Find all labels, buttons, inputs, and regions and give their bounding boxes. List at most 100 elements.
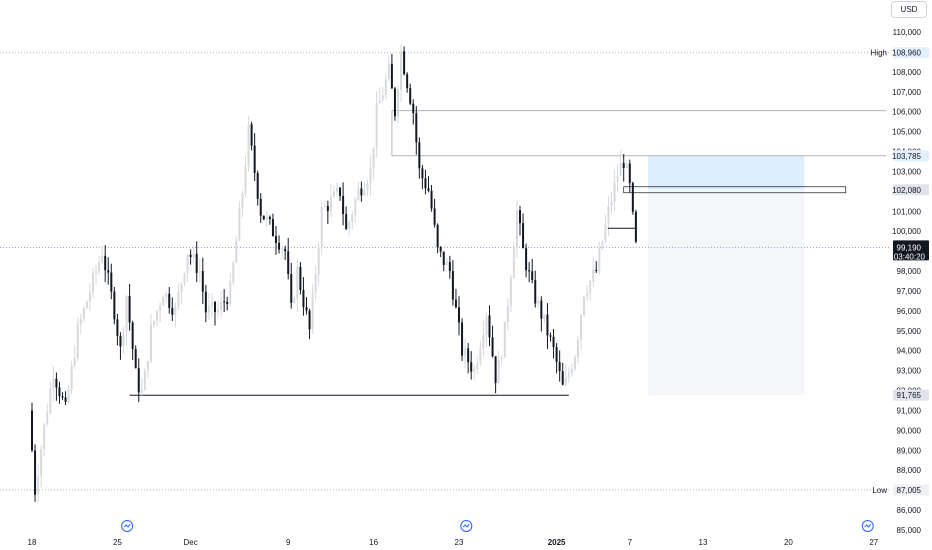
candle-body [156, 311, 159, 321]
candle-body [393, 88, 396, 117]
candle-body [214, 302, 216, 312]
candle-body [369, 168, 372, 184]
candle-body [183, 273, 186, 284]
candle-body [531, 271, 534, 281]
target-price-tag-bg [893, 150, 929, 162]
candle-body [339, 187, 342, 196]
candle-body [360, 188, 363, 196]
stop-price-tag: 91,765 [897, 391, 922, 400]
candle-body [52, 378, 55, 389]
candle-body [55, 378, 58, 388]
candle-body [119, 335, 122, 347]
candle-body [287, 251, 290, 275]
candle-body [363, 190, 366, 196]
candle-body [409, 88, 412, 104]
candle-body [558, 362, 561, 372]
candle-body [40, 449, 43, 477]
candle-body [76, 323, 79, 359]
y-tick-label: 103,000 [892, 167, 921, 176]
candle-body [293, 298, 296, 303]
candle-body [34, 450, 37, 495]
candle-body [540, 300, 543, 319]
candle-body [336, 187, 338, 192]
candle-body [104, 255, 107, 271]
candle-body [85, 301, 88, 309]
candle-body [491, 337, 494, 357]
candle-body [192, 253, 195, 258]
event-icon-glyph [123, 523, 131, 528]
candle-body [430, 190, 433, 209]
candle-body [418, 142, 421, 169]
candle-body [479, 348, 482, 364]
candle-body [604, 223, 607, 242]
candle-body [284, 248, 287, 252]
candle-body [351, 214, 354, 222]
x-tick-label: 16 [369, 538, 378, 547]
candle-body [265, 216, 268, 220]
candle-body [381, 95, 384, 101]
high-label: High [871, 49, 887, 58]
last-price-tag-bg [893, 240, 929, 261]
candle-body [58, 387, 61, 397]
candle-body [354, 200, 357, 215]
x-tick-label: Dec [183, 538, 197, 547]
candle-body [427, 188, 430, 191]
candle-body [439, 247, 442, 252]
candle-body [488, 315, 491, 338]
candle-body [329, 196, 332, 212]
candle-body [345, 214, 348, 230]
candle-body [528, 270, 531, 272]
candle-body [232, 262, 235, 283]
candle-body [567, 373, 570, 378]
y-tick-label: 97,000 [897, 287, 922, 296]
candle-body [43, 423, 46, 450]
candle-body [461, 322, 464, 356]
candle-body [79, 318, 82, 324]
candle-body [107, 270, 110, 273]
candle-body [366, 183, 369, 191]
x-tick-label: 18 [28, 538, 37, 547]
candle-body [589, 280, 592, 294]
candle-body [583, 296, 586, 316]
y-tick-label: 90,000 [897, 426, 922, 435]
x-tick-label: 20 [784, 538, 793, 547]
candle-body [320, 206, 323, 248]
x-tick-label: 27 [869, 538, 878, 547]
candle-body [49, 388, 52, 413]
candle-body [95, 271, 98, 273]
candle-body [412, 103, 415, 114]
candle-body [576, 339, 579, 358]
candle-body [171, 307, 174, 315]
candle-body [317, 247, 320, 274]
candle-body [357, 188, 360, 201]
candle-body [207, 305, 210, 313]
x-tick-label: 9 [286, 538, 291, 547]
candle-body [250, 124, 253, 146]
candle-body [424, 178, 427, 189]
candle-body [302, 289, 305, 308]
candle-body [500, 357, 503, 360]
candle-body [220, 301, 223, 310]
candle-body [159, 305, 162, 312]
candle-body [628, 163, 631, 184]
candle-body [464, 348, 467, 356]
currency-selector[interactable]: USD [891, 1, 927, 18]
candle-body [195, 253, 198, 273]
candle-body [406, 74, 409, 89]
candle-body [204, 291, 207, 313]
candle-body [125, 295, 128, 332]
candle-body [64, 397, 67, 402]
candle-body [586, 293, 589, 297]
candle-body [619, 162, 622, 176]
candle-body [314, 273, 317, 293]
high-tag-bg [893, 47, 929, 59]
candle-body [131, 322, 134, 350]
candle-body [390, 63, 393, 89]
candle-body [37, 476, 40, 495]
candle-body [342, 195, 345, 215]
candle-body [165, 293, 168, 298]
candle-body [223, 301, 226, 303]
candle-body [241, 193, 244, 209]
candle-body [98, 261, 101, 272]
